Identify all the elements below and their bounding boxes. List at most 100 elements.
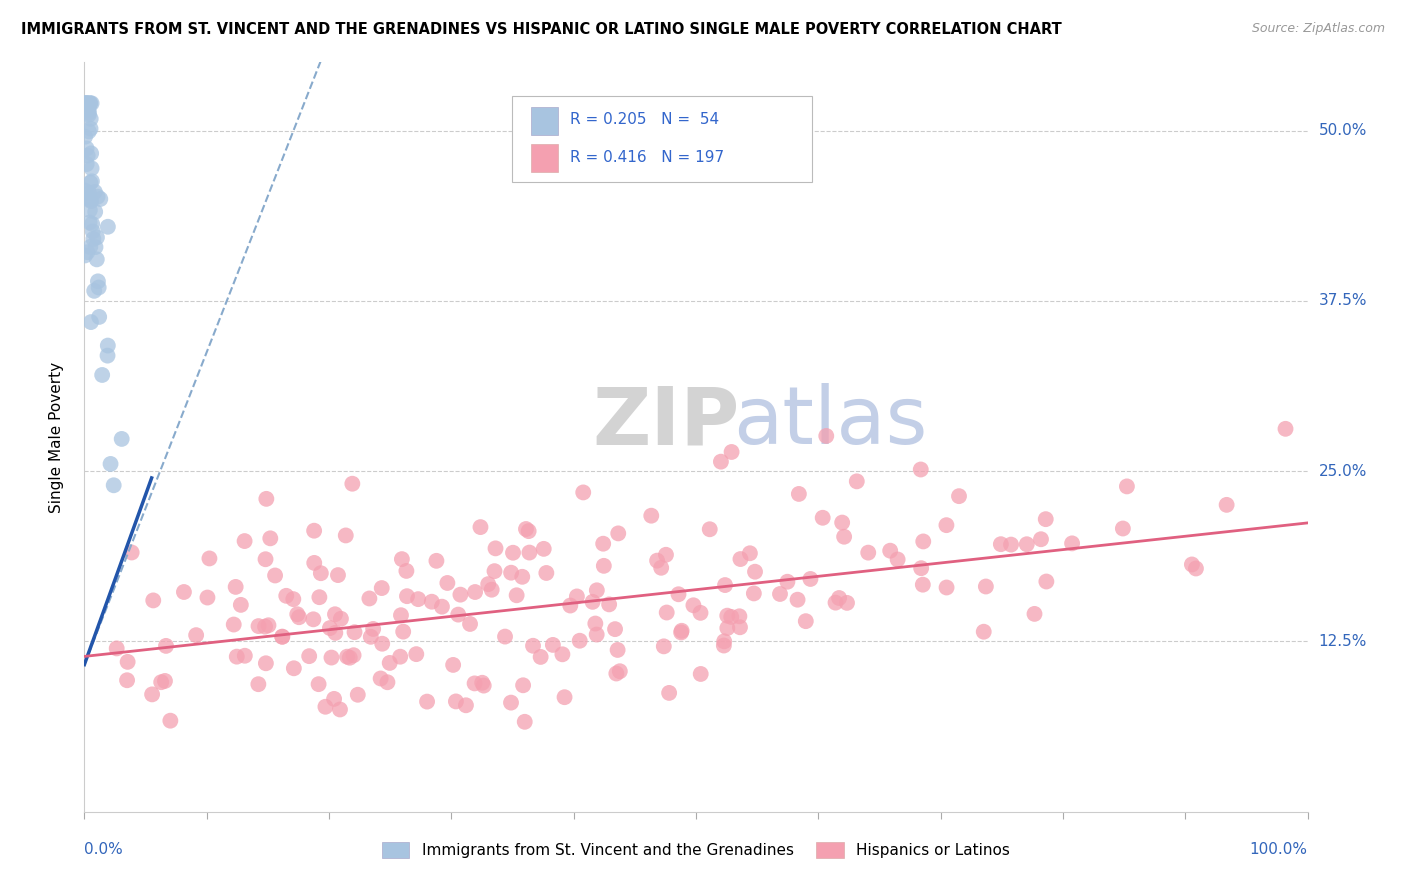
Point bbox=[655, 548, 678, 562]
Point bbox=[84, 204, 107, 219]
Point bbox=[346, 688, 368, 702]
Point bbox=[360, 630, 382, 644]
Point bbox=[973, 624, 995, 639]
Point bbox=[80, 96, 103, 111]
Point bbox=[1029, 533, 1052, 547]
Point bbox=[342, 476, 364, 491]
Point bbox=[728, 620, 751, 634]
Point bbox=[79, 96, 101, 111]
Point bbox=[225, 580, 247, 594]
Point bbox=[1215, 498, 1237, 512]
Point bbox=[935, 518, 957, 533]
Point bbox=[471, 675, 494, 690]
Point bbox=[97, 338, 120, 352]
Point bbox=[233, 648, 256, 663]
Legend: Immigrants from St. Vincent and the Grenadines, Hispanics or Latinos: Immigrants from St. Vincent and the Gren… bbox=[375, 836, 1017, 864]
Point bbox=[257, 618, 280, 632]
Point bbox=[197, 591, 219, 605]
Point bbox=[560, 599, 582, 613]
Text: IMMIGRANTS FROM ST. VINCENT AND THE GRENADINES VS HISPANIC OR LATINO SINGLE MALE: IMMIGRANTS FROM ST. VINCENT AND THE GREN… bbox=[21, 22, 1062, 37]
Point bbox=[730, 552, 752, 566]
Point bbox=[247, 619, 270, 633]
Point bbox=[832, 530, 855, 544]
Point bbox=[276, 589, 298, 603]
Point bbox=[1000, 538, 1022, 552]
Point bbox=[79, 193, 101, 207]
Point bbox=[699, 522, 721, 536]
Point bbox=[359, 591, 381, 606]
Point bbox=[75, 96, 97, 111]
Point bbox=[100, 457, 122, 471]
Point bbox=[581, 595, 603, 609]
Point bbox=[264, 568, 287, 582]
Point bbox=[714, 578, 737, 592]
FancyBboxPatch shape bbox=[513, 96, 813, 182]
Point bbox=[105, 641, 128, 656]
Point bbox=[912, 534, 935, 549]
Point bbox=[76, 141, 98, 155]
Point bbox=[606, 643, 628, 657]
Point bbox=[86, 230, 108, 244]
Point bbox=[530, 649, 553, 664]
Point bbox=[886, 552, 908, 566]
Point bbox=[142, 593, 165, 607]
Point bbox=[83, 185, 105, 199]
Point bbox=[689, 606, 711, 620]
Point bbox=[640, 508, 662, 523]
Point bbox=[76, 96, 98, 111]
Point bbox=[510, 570, 533, 584]
Point bbox=[499, 696, 522, 710]
Text: Source: ZipAtlas.com: Source: ZipAtlas.com bbox=[1251, 22, 1385, 36]
Point bbox=[1181, 558, 1204, 572]
Point bbox=[585, 583, 607, 598]
Point bbox=[361, 622, 384, 636]
Point bbox=[96, 349, 118, 363]
Point bbox=[326, 568, 349, 582]
Point bbox=[159, 714, 181, 728]
Point bbox=[302, 612, 325, 626]
Point bbox=[321, 650, 343, 665]
Text: R = 0.416   N = 197: R = 0.416 N = 197 bbox=[569, 150, 724, 165]
Point bbox=[302, 524, 325, 538]
Point bbox=[974, 580, 997, 594]
Point bbox=[225, 649, 247, 664]
Point bbox=[285, 607, 308, 622]
Point bbox=[502, 546, 524, 560]
Point bbox=[77, 108, 100, 122]
Point bbox=[585, 627, 607, 641]
Point bbox=[682, 599, 704, 613]
Point bbox=[948, 489, 970, 503]
Point bbox=[115, 673, 138, 688]
Point bbox=[198, 551, 221, 566]
Point bbox=[377, 675, 399, 690]
Point bbox=[323, 607, 346, 622]
Point bbox=[86, 189, 108, 203]
Text: 25.0%: 25.0% bbox=[1319, 464, 1367, 479]
Point bbox=[1274, 422, 1296, 436]
Point bbox=[77, 124, 100, 138]
Point bbox=[811, 510, 834, 524]
Point bbox=[82, 217, 104, 231]
Point bbox=[288, 610, 311, 624]
Point bbox=[650, 561, 672, 575]
Point bbox=[728, 609, 751, 624]
Point bbox=[416, 695, 439, 709]
Point bbox=[75, 129, 97, 144]
Point bbox=[335, 528, 357, 542]
Point bbox=[669, 625, 692, 640]
Point bbox=[308, 677, 330, 691]
Point bbox=[389, 608, 412, 623]
Point bbox=[1062, 536, 1084, 550]
Point bbox=[80, 315, 103, 329]
Point bbox=[371, 581, 394, 595]
Text: R = 0.205   N =  54: R = 0.205 N = 54 bbox=[569, 112, 718, 127]
Point bbox=[828, 591, 851, 605]
Point bbox=[271, 630, 294, 644]
Point bbox=[935, 581, 957, 595]
Point bbox=[689, 667, 711, 681]
Point bbox=[343, 625, 366, 640]
Point bbox=[551, 648, 574, 662]
Point bbox=[845, 475, 868, 489]
Point bbox=[89, 310, 111, 324]
Point bbox=[464, 676, 486, 690]
